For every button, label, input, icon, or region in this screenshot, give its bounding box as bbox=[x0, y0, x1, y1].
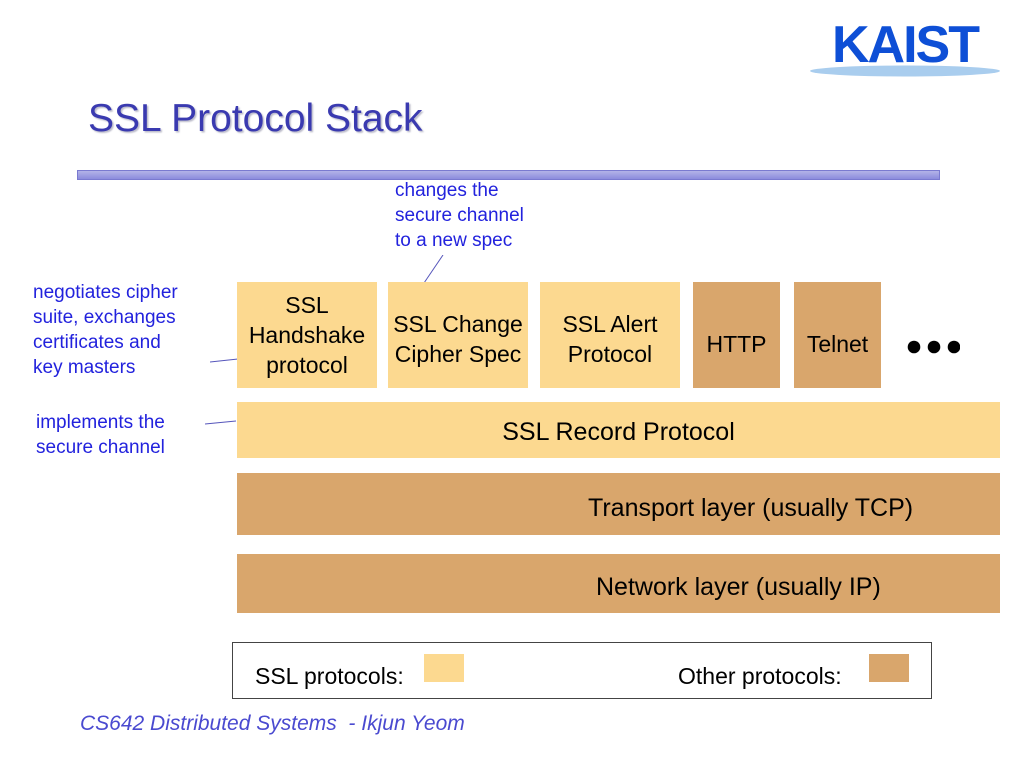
svg-text:KAIST: KAIST bbox=[832, 16, 980, 74]
